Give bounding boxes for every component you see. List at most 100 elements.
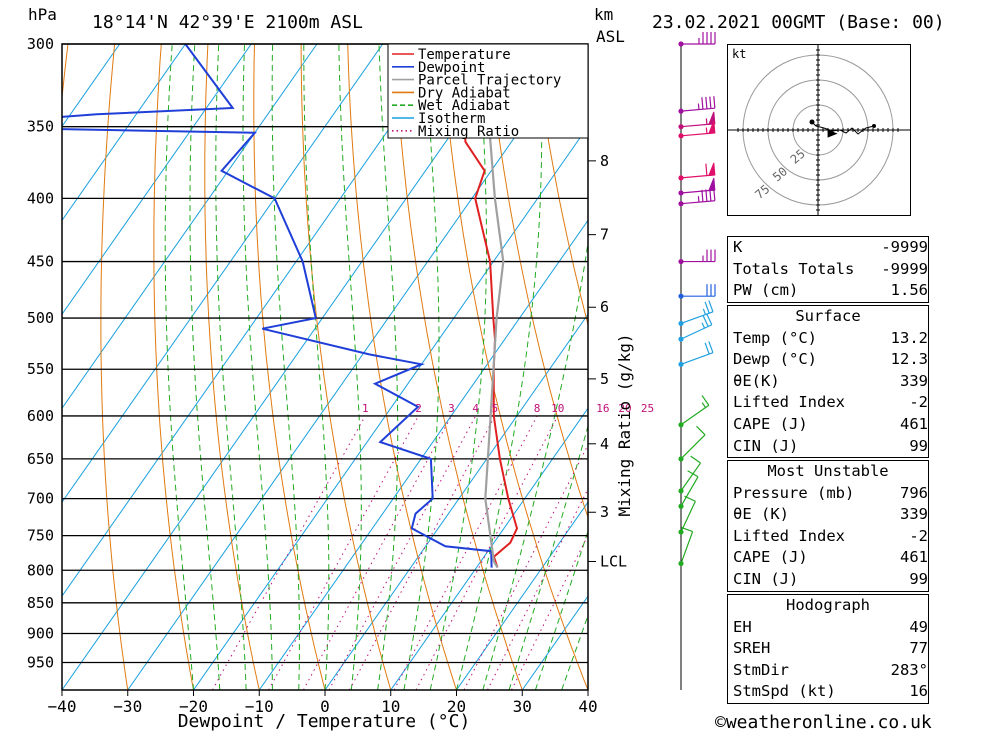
most-unstable-table: Most Unstable Pressure (mb) 796 θE (K) 339… xyxy=(727,460,929,592)
wet-adiabat-line xyxy=(534,529,588,690)
wind-barb-shaft xyxy=(680,311,714,324)
index-label: SREH xyxy=(733,639,771,658)
wind-barb-feather xyxy=(704,342,710,355)
wind-barb-half-feather xyxy=(697,103,700,110)
mixing-ratio-tick-label: 3 xyxy=(448,402,455,415)
index-value: 461 xyxy=(900,548,928,567)
wind-barb-shaft xyxy=(680,404,710,426)
index-value: 339 xyxy=(900,505,928,524)
index-value: -9999 xyxy=(881,259,928,278)
wind-barb-feather xyxy=(708,341,714,353)
location-title: 18°14'N 42°39'E 2100m ASL xyxy=(92,12,363,33)
wind-level-dot xyxy=(678,361,684,367)
index-value: 1.56 xyxy=(890,281,928,300)
wind-barb-pennant xyxy=(708,120,716,134)
pressure-tick-label: 950 xyxy=(27,653,54,671)
credit-link[interactable]: ©weatheronline.co.uk xyxy=(715,712,932,733)
wind-barb-shaft xyxy=(680,476,699,507)
mixing-ratio-line xyxy=(302,415,452,690)
index-label: CAPE (J) xyxy=(733,414,808,433)
index-value: 461 xyxy=(900,414,928,433)
wind-barb xyxy=(678,341,714,367)
wind-level-dot xyxy=(678,422,684,428)
legend-label: Dry Adiabat xyxy=(418,85,511,101)
index-value: 12.3 xyxy=(890,350,928,369)
wind-barb xyxy=(678,495,696,535)
mu-row-thetae: θE (K) 339 xyxy=(728,504,928,526)
hpa-unit-label: hPa xyxy=(28,5,57,24)
wind-barb-half-feather xyxy=(701,402,707,408)
wind-barb xyxy=(678,96,716,114)
hodograph-trace xyxy=(809,119,876,138)
wind-barb xyxy=(678,300,714,327)
wind-barb-feather xyxy=(709,96,712,109)
hodo-row-stmdir: StmDir 283° xyxy=(728,660,928,682)
hodograph-table: Hodograph EH 49 SREH 77 StmDir 283° StmSpd … xyxy=(727,594,929,704)
pressure-tick-label: 450 xyxy=(27,253,54,271)
surface-row-cin: CIN (J) 99 xyxy=(728,436,928,458)
hodograph-unit-label: kt xyxy=(732,47,746,61)
index-label: StmDir xyxy=(733,660,789,679)
mixing-ratio-tick-label: 4 xyxy=(472,402,479,415)
dry-adiabat-line xyxy=(100,44,129,690)
mixing-ratio-line xyxy=(393,415,538,690)
wind-level-dot xyxy=(678,124,684,130)
dry-adiabat-line xyxy=(580,44,588,92)
hodograph-trace-line xyxy=(811,121,875,135)
wind-level-dot xyxy=(678,529,684,535)
wind-barb-shaft xyxy=(680,500,696,533)
pressure-tick-label: 700 xyxy=(27,490,54,508)
mixing-ratio-tick-label: 10 xyxy=(551,402,564,415)
index-label: θE(K) xyxy=(733,371,780,390)
isotherm-line xyxy=(324,313,588,690)
legend-box xyxy=(387,43,589,139)
wind-barb-shaft xyxy=(680,531,694,564)
wind-barb xyxy=(678,162,716,181)
index-value: -9999 xyxy=(881,238,928,256)
wind-barb xyxy=(678,249,716,265)
index-row-totals: Totals Totals -9999 xyxy=(728,259,928,281)
isotherm-line xyxy=(62,44,384,504)
wind-barb xyxy=(678,177,716,196)
index-label: CIN (J) xyxy=(733,436,799,455)
temperature-tick-label: 30 xyxy=(513,697,532,716)
wind-level-dot xyxy=(678,336,684,342)
wind-barb-feather xyxy=(701,189,704,202)
wet-adiabat-line xyxy=(338,44,362,690)
pressure-tick-label: 500 xyxy=(27,309,54,327)
pressure-tick-label: 600 xyxy=(27,407,54,425)
temperature-tick-label: −20 xyxy=(179,697,208,716)
index-label: CAPE (J) xyxy=(733,548,808,567)
wind-barb-feather xyxy=(701,97,704,110)
index-label: Lifted Index xyxy=(733,393,845,412)
wind-barb-feather xyxy=(706,313,713,326)
pressure-tick-label: 350 xyxy=(27,118,54,136)
lcl-label: LCL xyxy=(600,552,627,570)
isotherm-line xyxy=(587,689,588,690)
dry-adiabat-line xyxy=(204,44,260,690)
dry-adiabat-line xyxy=(440,44,588,690)
surface-row-temp: Temp (°C) 13.2 xyxy=(728,328,928,350)
index-value: 16 xyxy=(909,682,928,701)
pressure-tick-label: 300 xyxy=(27,35,54,53)
pressure-tick-label: 800 xyxy=(27,561,54,579)
mixing-ratio-tick-label: 20 xyxy=(618,402,631,415)
index-label: EH xyxy=(733,617,752,636)
index-label: K xyxy=(733,238,743,256)
height-axis: 8 7 6 5 4 3 LCL xyxy=(587,44,627,690)
wind-barb-feather xyxy=(708,300,714,313)
series-line-dewpoint xyxy=(62,44,493,568)
isotherm-line xyxy=(127,44,581,690)
wind-barb xyxy=(678,395,710,428)
legend-label: Isotherm xyxy=(418,111,485,127)
index-value: 99 xyxy=(909,569,928,588)
wet-adiabat-line xyxy=(271,44,300,690)
km-unit-label: km xyxy=(594,5,614,24)
legend-label: Temperature xyxy=(418,47,511,63)
wind-barb-axis xyxy=(678,32,716,690)
pressure-tick-label: 400 xyxy=(27,189,54,207)
background-lines xyxy=(62,44,588,690)
wet-adiabat-line xyxy=(164,44,194,690)
mixing-ratio-tick-labels: 1 2 3 4 5 8 10 16 20 25 xyxy=(362,402,654,415)
